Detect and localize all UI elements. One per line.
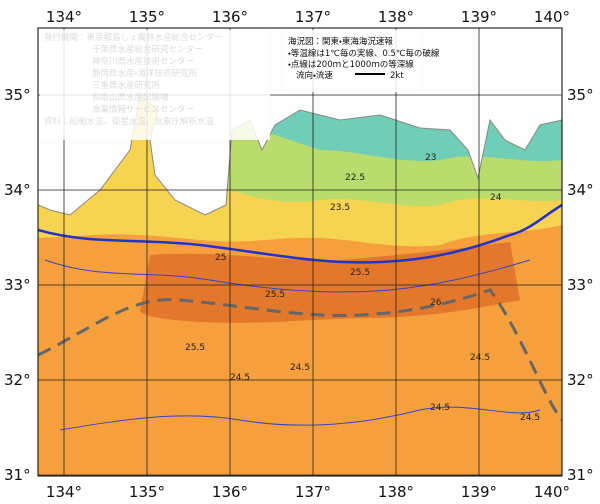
lon-label-top: 136° [212,8,248,26]
map-frame [37,27,563,477]
lat-label-right: 31° [567,466,594,484]
lat-label-left: 32° [4,371,31,389]
kuroshio-axis [38,203,562,264]
isotherm [59,406,541,431]
lon-label-top: 135° [129,8,165,26]
lon-label-bottom: 136° [212,483,248,501]
legend-box [282,30,422,92]
sea-core [140,242,520,323]
lon-label-top: 138° [378,8,414,26]
contour-label: 22.5 [345,173,365,183]
contour-label: 25.5 [185,343,205,353]
lat-label-right: 35° [567,86,594,104]
contour-label: 24 [490,193,502,203]
depth-dashed-line [38,288,562,421]
lon-label-bottom: 138° [378,483,414,501]
contour-label: 24.5 [470,353,490,363]
current-label: 流向・流速 [296,70,333,81]
lon-label-top: 139° [461,8,497,26]
contour-label: 24.5 [520,413,540,423]
lon-label-bottom: 134° [46,483,82,501]
lon-label-bottom: 137° [295,483,331,501]
lon-label-bottom: 135° [129,483,165,501]
lat-label-right: 32° [567,371,594,389]
legend-box [40,30,270,140]
lat-label-left: 31° [4,466,31,484]
lat-label-right: 33° [567,276,594,294]
isotherm [44,259,531,293]
lat-label-left: 35° [4,86,31,104]
current-scale: 2kt [390,71,404,81]
lat-label-left: 33° [4,276,31,294]
contour-label: 25 [215,253,226,263]
contour-label: 25.5 [350,268,370,278]
legend-line: ・等温線は1℃毎の実線、0.5℃毎の破線 [288,48,440,59]
contour-label: 24.5 [430,403,450,413]
legend-line: ・点線は200ｍと1000ｍの等深線 [288,59,414,70]
contour-label: 26 [430,298,442,308]
lon-label-top: 134° [46,8,82,26]
lon-label-top: 137° [295,8,331,26]
contour-label: 23.5 [330,203,350,213]
lat-label-left: 34° [4,181,31,199]
lat-label-right: 34° [567,181,594,199]
lon-label-bottom: 140° [534,483,570,501]
contour-label: 25.5 [265,290,285,300]
legend-title: 海況図：関東・東海海況速報 [288,36,393,47]
contour-label: 23 [425,153,436,163]
contour-label: 24.5 [290,363,310,373]
contour-label: 24.5 [230,373,250,383]
lon-label-bottom: 139° [461,483,497,501]
lon-label-top: 140° [534,8,570,26]
